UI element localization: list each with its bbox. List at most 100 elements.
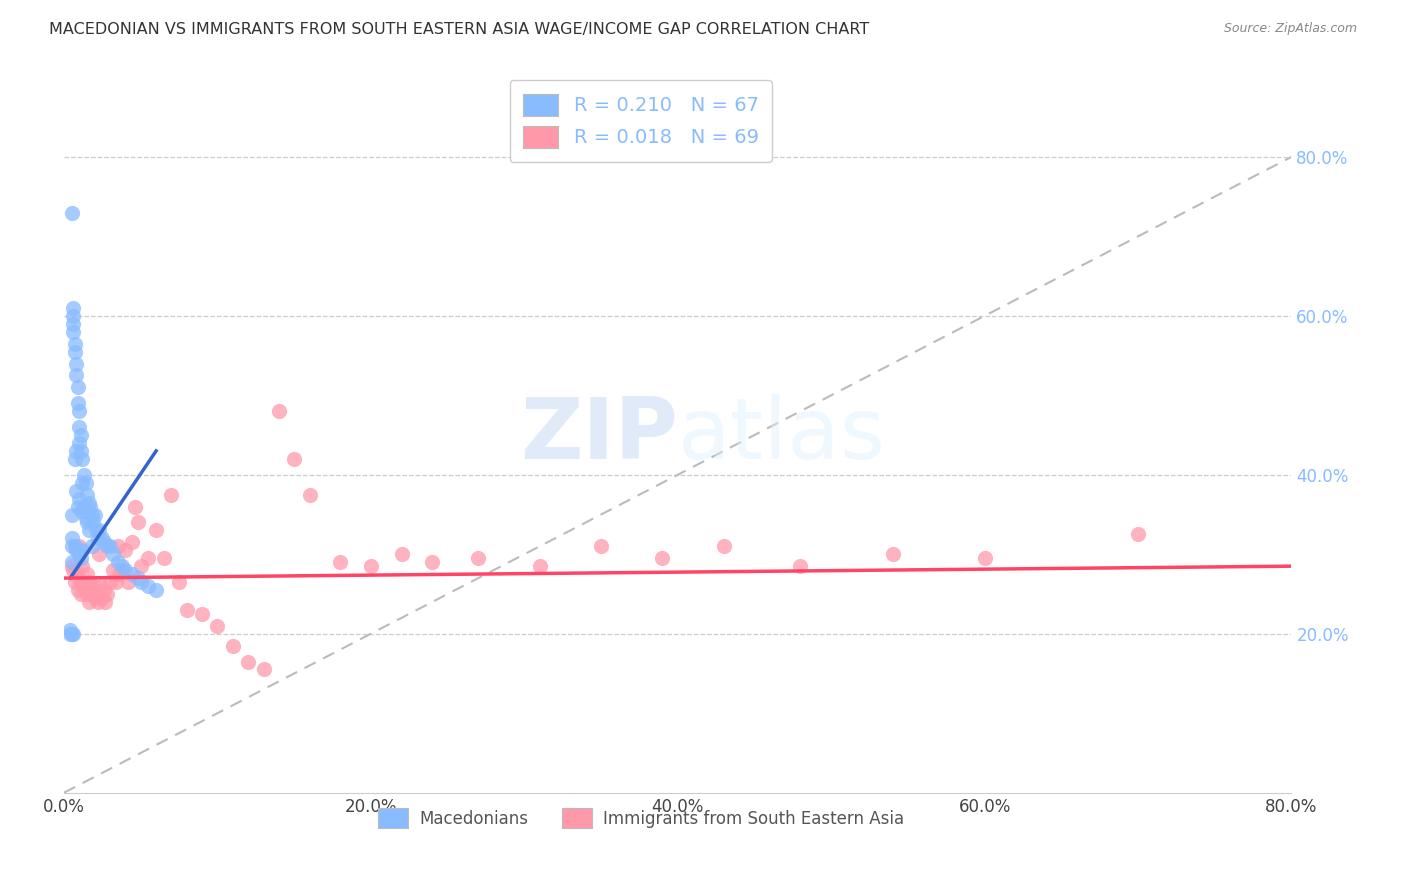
Point <box>882 547 904 561</box>
Point <box>107 539 129 553</box>
Point <box>114 543 136 558</box>
Point <box>111 559 134 574</box>
Point <box>60 555 83 569</box>
Point <box>145 582 167 597</box>
Point <box>83 579 105 593</box>
Point <box>91 591 114 605</box>
Point <box>96 539 118 553</box>
Point <box>160 488 183 502</box>
Point <box>93 582 115 597</box>
Point <box>111 563 134 577</box>
Point <box>67 436 90 450</box>
Point <box>91 532 114 546</box>
Point <box>70 444 93 458</box>
Point <box>65 543 87 558</box>
Point <box>65 444 87 458</box>
Point <box>93 535 115 549</box>
Point <box>713 539 735 553</box>
Point <box>267 404 290 418</box>
Point <box>63 451 86 466</box>
Point <box>60 626 83 640</box>
Point <box>129 575 152 590</box>
Text: MACEDONIAN VS IMMIGRANTS FROM SOUTH EASTERN ASIA WAGE/INCOME GAP CORRELATION CHA: MACEDONIAN VS IMMIGRANTS FROM SOUTH EAST… <box>49 22 869 37</box>
Point <box>72 475 94 490</box>
Point <box>59 623 82 637</box>
Point <box>73 579 96 593</box>
Point <box>98 575 121 590</box>
Point <box>66 500 89 514</box>
Point <box>127 571 149 585</box>
Point <box>114 563 136 577</box>
Point <box>65 368 87 383</box>
Point <box>63 575 86 590</box>
Point <box>77 575 100 590</box>
Point <box>70 575 93 590</box>
Point <box>79 579 101 593</box>
Point <box>84 587 107 601</box>
Point <box>420 555 443 569</box>
Point <box>73 500 96 514</box>
Point <box>107 555 129 569</box>
Point <box>72 451 94 466</box>
Point <box>84 524 107 538</box>
Point <box>529 559 551 574</box>
Point <box>80 508 103 522</box>
Point <box>76 488 98 502</box>
Point <box>138 579 160 593</box>
Point <box>72 559 94 574</box>
Point <box>121 567 143 582</box>
Point <box>121 535 143 549</box>
Point <box>101 563 124 577</box>
Text: Source: ZipAtlas.com: Source: ZipAtlas.com <box>1223 22 1357 36</box>
Point <box>467 551 489 566</box>
Point <box>127 516 149 530</box>
Point <box>70 587 93 601</box>
Point <box>108 567 131 582</box>
Point <box>117 575 139 590</box>
Point <box>391 547 413 561</box>
Point <box>124 500 146 514</box>
Point <box>66 380 89 394</box>
Point <box>67 491 90 506</box>
Point <box>973 551 995 566</box>
Point <box>79 500 101 514</box>
Point <box>145 524 167 538</box>
Point <box>62 317 84 331</box>
Point <box>167 575 190 590</box>
Point <box>329 555 352 569</box>
Point <box>72 575 94 590</box>
Point <box>101 547 124 561</box>
Point <box>82 587 104 601</box>
Point <box>77 595 100 609</box>
Point <box>94 595 117 609</box>
Point <box>59 626 82 640</box>
Point <box>62 626 84 640</box>
Point <box>105 575 128 590</box>
Point <box>651 551 673 566</box>
Point <box>207 619 229 633</box>
Point <box>62 325 84 339</box>
Point <box>60 508 83 522</box>
Point <box>65 563 87 577</box>
Point <box>80 539 103 553</box>
Point <box>98 539 121 553</box>
Point <box>83 508 105 522</box>
Point <box>80 582 103 597</box>
Point <box>298 488 321 502</box>
Point <box>87 595 110 609</box>
Point <box>1126 527 1149 541</box>
Point <box>60 539 83 553</box>
Text: atlas: atlas <box>678 393 886 476</box>
Point <box>67 547 90 561</box>
Point <box>75 475 97 490</box>
Point <box>67 571 90 585</box>
Point <box>238 655 260 669</box>
Point <box>87 532 110 546</box>
Point <box>65 483 87 498</box>
Legend: Macedonians, Immigrants from South Eastern Asia: Macedonians, Immigrants from South Easte… <box>371 802 911 834</box>
Point <box>360 559 382 574</box>
Point <box>67 539 90 553</box>
Point <box>152 551 174 566</box>
Point <box>76 587 98 601</box>
Point <box>129 559 152 574</box>
